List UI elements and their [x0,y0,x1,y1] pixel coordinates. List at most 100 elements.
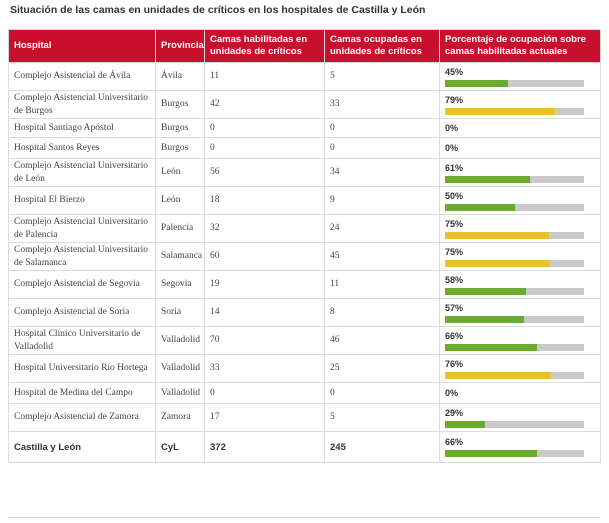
occupancy-cell: 79% [439,90,601,119]
habilitadas-cell: 18 [204,186,325,215]
habilitadas-cell: 32 [204,214,325,243]
provincia-cell: Palencia [155,214,205,243]
occupancy-cell: 75% [439,214,601,243]
occupancy-bar [445,79,584,87]
occupancy-bar [445,203,584,211]
occupancy-cell: 61% [439,158,601,187]
habilitadas-cell: 33 [204,354,325,383]
occupancy-bar-fill [445,203,515,211]
ocupadas-cell: 33 [324,90,440,119]
habilitadas-cell: 0 [204,382,325,404]
occupancy-bar-fill [445,175,530,183]
hospital-cell: Complejo Asistencial Universitario de Bu… [8,90,156,119]
hospital-cell: Hospital Santiago Apóstol [8,118,156,138]
occupancy-percent: 75% [445,218,464,229]
total-occupancy-percent: 66% [445,437,464,447]
occupancy-bar [445,259,584,267]
total-ocupadas-cell: 245 [324,431,440,463]
table-row: Complejo Asistencial Universitario de Pa… [8,214,601,243]
table-row: Complejo Asistencial Universitario de Bu… [8,90,601,119]
occupancy-bar-fill [445,231,550,239]
occupancy-bar-fill [445,107,555,115]
occupancy-cell: 45% [439,62,601,91]
occupancy-percent: 29% [445,407,464,418]
occupancy-cell: 0% [439,382,601,404]
hospital-cell: Complejo Asistencial Universitario de Pa… [8,214,156,243]
ocupadas-cell: 5 [324,62,440,91]
hospital-cell: Hospital de Medina del Campo [8,382,156,404]
habilitadas-cell: 0 [204,118,325,138]
total-occupancy-bar [445,450,584,457]
provincia-cell: Segovia [155,270,205,299]
hospital-beds-table: Hospital Provincia Camas habilitadas en … [8,29,601,463]
ocupadas-cell: 24 [324,214,440,243]
occupancy-bar [445,231,584,239]
table-row: Complejo Asistencial de Ávila Ávila 11 5… [8,62,601,91]
occupancy-bar-fill [445,371,551,379]
ocupadas-cell: 34 [324,158,440,187]
occupancy-cell: 66% [439,326,601,355]
habilitadas-cell: 42 [204,90,325,119]
habilitadas-cell: 70 [204,326,325,355]
table-row: Complejo Asistencial de Zamora Zamora 17… [8,403,601,432]
provincia-cell: León [155,186,205,215]
occupancy-percent: 61% [445,162,464,173]
ocupadas-cell: 11 [324,270,440,299]
habilitadas-cell: 0 [204,137,325,159]
total-hospital-cell: Castilla y León [8,431,156,463]
total-occupancy-cell: 66% [439,431,601,463]
habilitadas-cell: 60 [204,242,325,271]
ocupadas-cell: 45 [324,242,440,271]
ocupadas-cell: 25 [324,354,440,383]
occupancy-bar-fill [445,315,525,323]
habilitadas-cell: 11 [204,62,325,91]
provincia-cell: Valladolid [155,326,205,355]
occupancy-percent: 66% [445,330,464,341]
table-header-row: Hospital Provincia Camas habilitadas en … [8,29,601,63]
occupancy-percent: 0% [445,142,459,153]
provincia-cell: Valladolid [155,382,205,404]
ocupadas-cell: 9 [324,186,440,215]
ocupadas-cell: 46 [324,326,440,355]
column-header-ocupadas: Camas ocupadas en unidades de críticos [324,29,440,63]
ocupadas-cell: 5 [324,403,440,432]
ocupadas-cell: 8 [324,298,440,327]
occupancy-cell: 58% [439,270,601,299]
provincia-cell: Burgos [155,118,205,138]
table-bottom-divider [8,517,600,518]
occupancy-cell: 50% [439,186,601,215]
ocupadas-cell: 0 [324,382,440,404]
occupancy-bar-fill [445,343,537,351]
occupancy-cell: 75% [439,242,601,271]
occupancy-percent: 76% [445,358,464,369]
table-row: Hospital El Bierzo León 18 9 50% [8,186,601,215]
occupancy-cell: 29% [439,403,601,432]
occupancy-bar [445,343,584,351]
hospital-cell: Hospital Clínico Universitario de Vallad… [8,326,156,355]
column-header-porcentaje: Porcentaje de ocupación sobre camas habi… [439,29,601,63]
hospital-cell: Complejo Asistencial de Segovia [8,270,156,299]
total-occupancy-bar-fill [445,450,537,457]
total-habilitadas-cell: 372 [204,431,325,463]
table-row: Hospital Santiago Apóstol Burgos 0 0 0% [8,118,601,138]
provincia-cell: Soria [155,298,205,327]
occupancy-bar [445,315,584,323]
occupancy-cell: 57% [439,298,601,327]
total-provincia-cell: CyL [155,431,205,463]
table-row: Hospital Universitario Río Hortega Valla… [8,354,601,383]
occupancy-bar [445,420,584,428]
occupancy-percent: 0% [445,122,459,133]
column-header-hospital: Hospital [8,29,156,63]
ocupadas-cell: 0 [324,118,440,138]
hospital-cell: Hospital El Bierzo [8,186,156,215]
occupancy-bar [445,371,584,379]
provincia-cell: Burgos [155,90,205,119]
habilitadas-cell: 14 [204,298,325,327]
occupancy-cell: 0% [439,137,601,159]
provincia-cell: Salamanca [155,242,205,271]
hospital-cell: Hospital Universitario Río Hortega [8,354,156,383]
occupancy-cell: 76% [439,354,601,383]
ocupadas-cell: 0 [324,137,440,159]
habilitadas-cell: 56 [204,158,325,187]
table-row: Hospital Santos Reyes Burgos 0 0 0% [8,137,601,159]
